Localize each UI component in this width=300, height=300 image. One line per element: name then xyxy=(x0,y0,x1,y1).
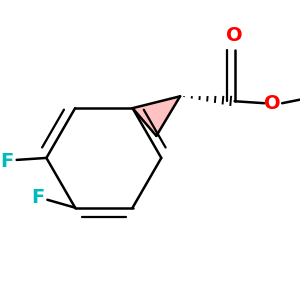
Text: O: O xyxy=(226,26,243,45)
Polygon shape xyxy=(133,96,180,136)
Text: F: F xyxy=(31,188,44,207)
Text: O: O xyxy=(264,94,280,113)
Text: F: F xyxy=(0,152,14,171)
